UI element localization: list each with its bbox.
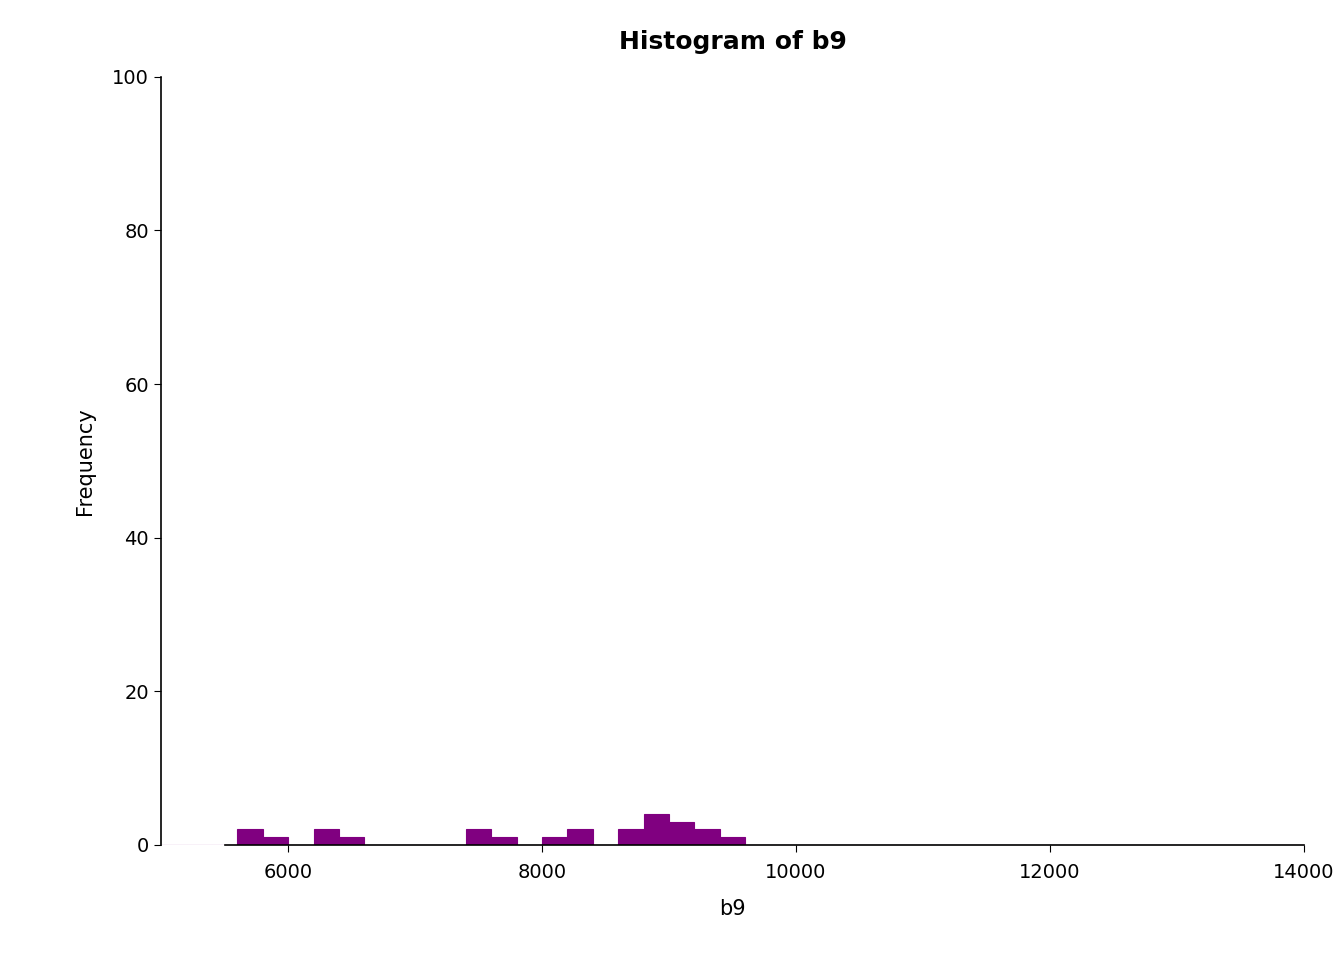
Bar	[644, 814, 669, 845]
Bar	[466, 829, 492, 845]
X-axis label: b9: b9	[719, 899, 746, 919]
Bar	[339, 837, 364, 845]
Y-axis label: Frequency: Frequency	[75, 407, 95, 515]
Bar	[542, 837, 567, 845]
Title: Histogram of b9: Histogram of b9	[618, 30, 847, 54]
Bar	[492, 837, 516, 845]
Bar	[238, 829, 263, 845]
Bar	[669, 822, 695, 845]
Bar	[618, 829, 644, 845]
Bar	[263, 837, 288, 845]
Bar	[567, 829, 593, 845]
Bar	[695, 829, 720, 845]
Bar	[313, 829, 339, 845]
Bar	[720, 837, 745, 845]
